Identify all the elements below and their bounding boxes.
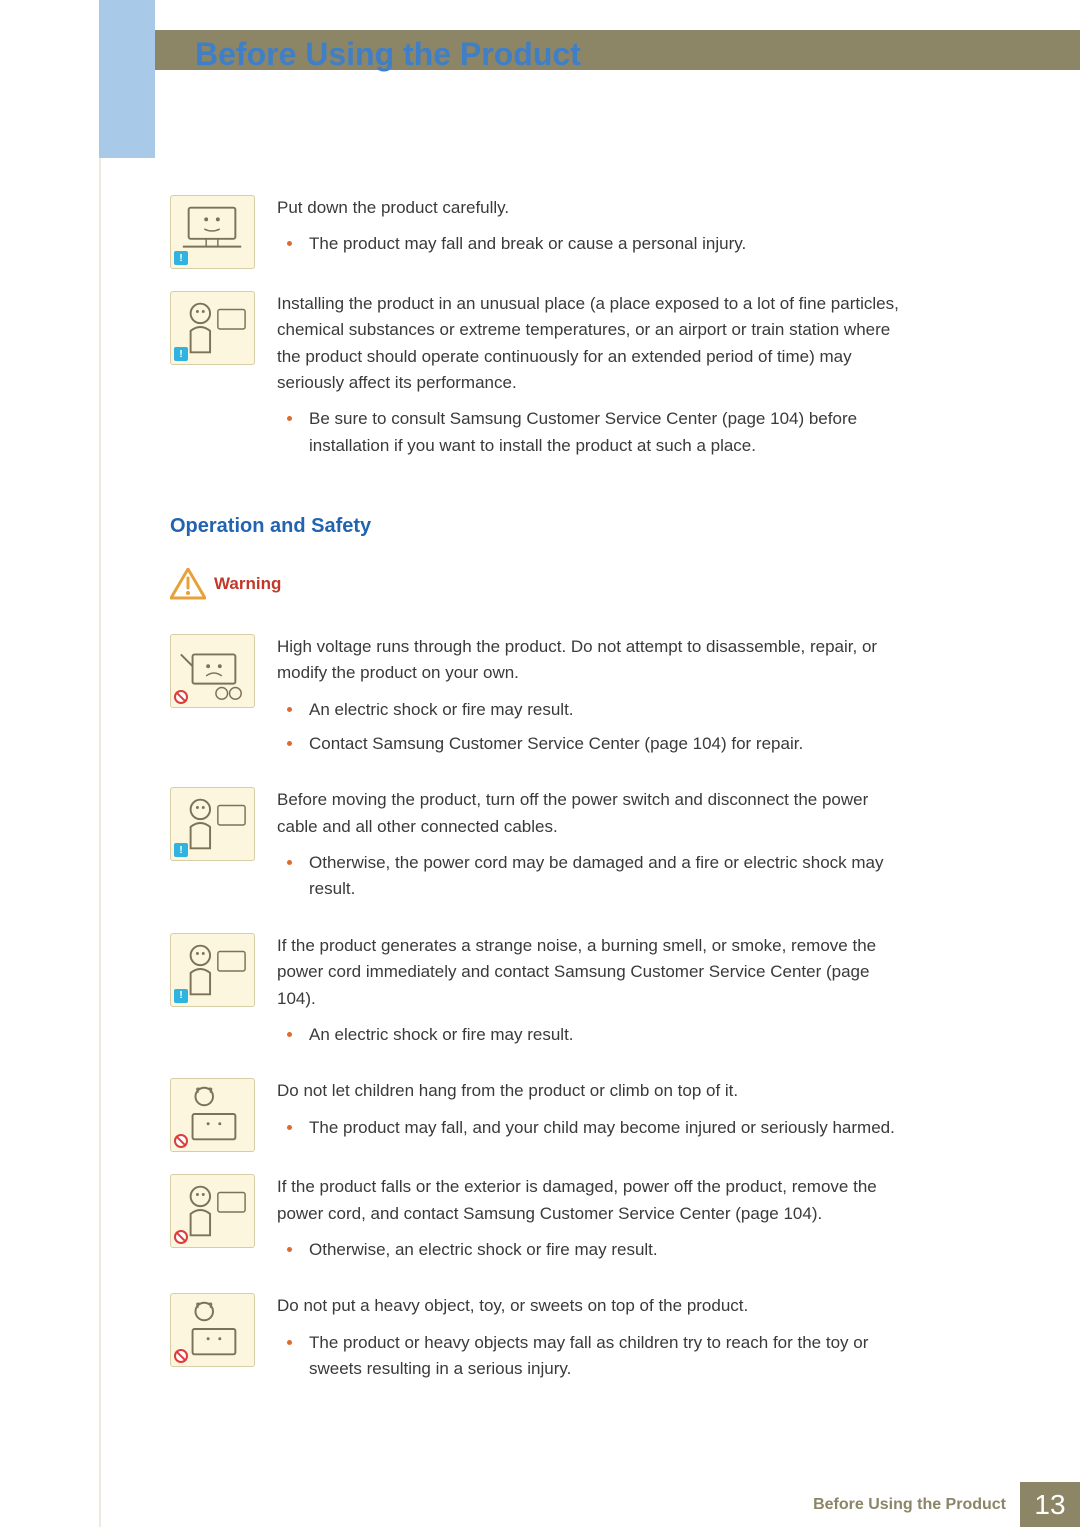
safety-item: Do not let children hang from the produc…: [170, 1078, 910, 1152]
page-title: Before Using the Product: [195, 36, 581, 73]
page-footer: Before Using the Product 13: [813, 1482, 1080, 1527]
warning-row: Warning: [170, 568, 910, 600]
safety-item: Do not put a heavy object, toy, or sweet…: [170, 1293, 910, 1390]
safety-bullets: Otherwise, the power cord may be damaged…: [277, 850, 910, 903]
lower-items: High voltage runs through the product. D…: [170, 634, 910, 1390]
safety-paragraph: Do not put a heavy object, toy, or sweet…: [277, 1293, 910, 1319]
safety-paragraph: If the product falls or the exterior is …: [277, 1174, 910, 1227]
safety-text: Put down the product carefully. The produ…: [277, 195, 910, 266]
info-badge-icon: [174, 347, 188, 361]
safety-bullet: Be sure to consult Samsung Customer Serv…: [309, 406, 910, 459]
safety-illustration: [170, 195, 255, 269]
safety-bullets: Be sure to consult Samsung Customer Serv…: [277, 406, 910, 459]
safety-item: If the product generates a strange noise…: [170, 933, 910, 1056]
safety-text: If the product generates a strange noise…: [277, 933, 910, 1056]
safety-illustration: [170, 933, 255, 1007]
safety-item: Put down the product carefully. The produ…: [170, 195, 910, 269]
main-content: Put down the product carefully. The produ…: [170, 195, 910, 1412]
safety-bullets: The product may fall and break or cause …: [277, 231, 910, 257]
safety-illustration: [170, 291, 255, 365]
safety-text: Before moving the product, turn off the …: [277, 787, 910, 910]
safety-text: High voltage runs through the product. D…: [277, 634, 910, 765]
safety-illustration: [170, 1078, 255, 1152]
page-number: 13: [1020, 1482, 1080, 1527]
safety-bullet: Otherwise, an electric shock or fire may…: [309, 1237, 910, 1263]
safety-item: Before moving the product, turn off the …: [170, 787, 910, 910]
safety-bullets: The product may fall, and your child may…: [277, 1115, 910, 1141]
safety-text: Installing the product in an unusual pla…: [277, 291, 910, 467]
warning-icon: [170, 568, 206, 600]
info-badge-icon: [174, 843, 188, 857]
left-divider: [99, 158, 101, 1527]
info-badge-icon: [174, 989, 188, 1003]
safety-bullet: The product or heavy objects may fall as…: [309, 1330, 910, 1383]
safety-bullet: An electric shock or fire may result.: [309, 1022, 910, 1048]
safety-illustration: [170, 634, 255, 708]
safety-illustration: [170, 1293, 255, 1367]
safety-bullet: Otherwise, the power cord may be damaged…: [309, 850, 910, 903]
safety-item: If the product falls or the exterior is …: [170, 1174, 910, 1271]
safety-paragraph: Put down the product carefully.: [277, 195, 910, 221]
safety-bullets: The product or heavy objects may fall as…: [277, 1330, 910, 1383]
safety-bullet: The product may fall, and your child may…: [309, 1115, 910, 1141]
safety-bullet: Contact Samsung Customer Service Center …: [309, 731, 910, 757]
warning-label: Warning: [214, 574, 281, 594]
section-heading: Operation and Safety: [170, 515, 910, 538]
safety-bullets: Otherwise, an electric shock or fire may…: [277, 1237, 910, 1263]
safety-bullet: An electric shock or fire may result.: [309, 697, 910, 723]
safety-illustration: [170, 1174, 255, 1248]
safety-item: Installing the product in an unusual pla…: [170, 291, 910, 467]
safety-text: If the product falls or the exterior is …: [277, 1174, 910, 1271]
safety-paragraph: Installing the product in an unusual pla…: [277, 291, 910, 396]
safety-item: High voltage runs through the product. D…: [170, 634, 910, 765]
safety-illustration: [170, 787, 255, 861]
safety-paragraph: Before moving the product, turn off the …: [277, 787, 910, 840]
safety-bullets: An electric shock or fire may result. Con…: [277, 697, 910, 758]
safety-text: Do not let children hang from the produc…: [277, 1078, 910, 1149]
upper-items: Put down the product carefully. The produ…: [170, 195, 910, 467]
safety-paragraph: If the product generates a strange noise…: [277, 933, 910, 1012]
safety-text: Do not put a heavy object, toy, or sweet…: [277, 1293, 910, 1390]
safety-bullet: The product may fall and break or cause …: [309, 231, 910, 257]
safety-bullets: An electric shock or fire may result.: [277, 1022, 910, 1048]
info-badge-icon: [174, 251, 188, 265]
safety-paragraph: High voltage runs through the product. D…: [277, 634, 910, 687]
left-accent-bar: [99, 0, 155, 158]
footer-text: Before Using the Product: [813, 1496, 1006, 1514]
safety-paragraph: Do not let children hang from the produc…: [277, 1078, 910, 1104]
prohibit-badge-icon: [174, 690, 188, 704]
